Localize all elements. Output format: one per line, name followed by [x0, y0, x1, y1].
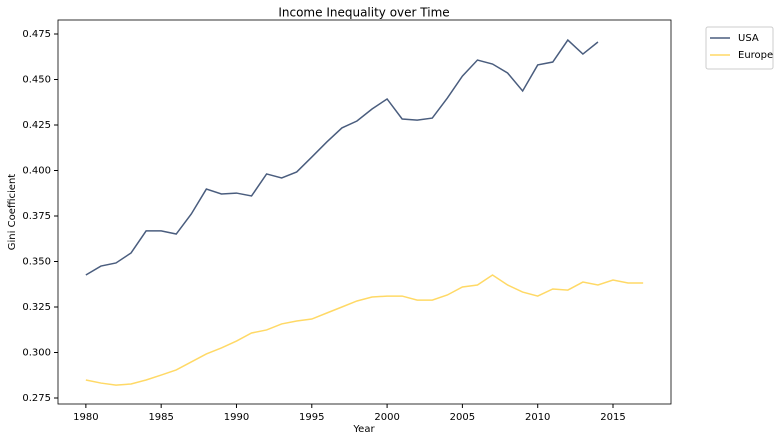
x-tick-label: 2005: [450, 412, 475, 423]
y-tick-label: 0.425: [22, 120, 51, 131]
legend-label: USA: [738, 33, 759, 44]
y-tick-label: 0.300: [22, 347, 51, 358]
x-tick-label: 1995: [299, 412, 324, 423]
x-tick-label: 2000: [374, 412, 399, 423]
series-line: [85, 274, 644, 386]
y-tick-label: 0.350: [22, 257, 51, 268]
y-tick-label: 0.325: [22, 302, 51, 313]
y-tick-label: 0.450: [22, 75, 51, 86]
y-axis-label: Gini Coefficient: [7, 174, 18, 251]
x-tick-label: 1985: [148, 412, 173, 423]
legend-label: Europe: [738, 50, 773, 61]
x-tick-label: 1980: [73, 412, 98, 423]
y-tick-label: 0.400: [22, 166, 51, 177]
x-tick-label: 2010: [525, 412, 550, 423]
plot-frame: [57, 19, 672, 405]
chart-title: Income Inequality over Time: [278, 6, 449, 20]
x-axis-label: Year: [352, 424, 375, 435]
y-tick-label: 0.375: [22, 211, 51, 222]
x-tick-label: 2015: [600, 412, 625, 423]
series-line: [85, 38, 599, 276]
y-tick-label: 0.475: [22, 29, 51, 40]
y-tick-label: 0.275: [22, 393, 51, 404]
x-tick-label: 1990: [224, 412, 249, 423]
